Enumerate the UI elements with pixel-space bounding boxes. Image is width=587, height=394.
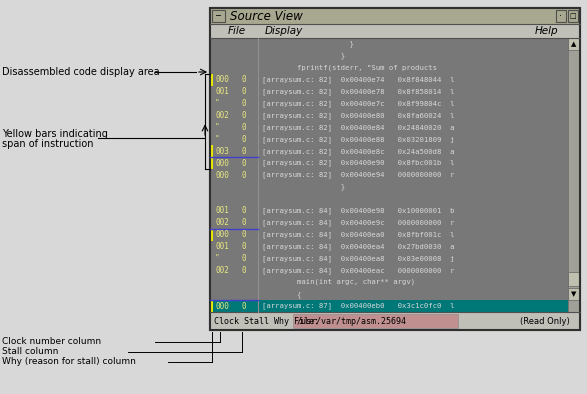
Text: main(int argc, char** argv): main(int argc, char** argv) (262, 279, 415, 286)
Text: 0: 0 (242, 159, 247, 167)
Bar (568, 272, 580, 286)
Text: 0: 0 (242, 87, 247, 96)
Text: [arraysum.c: 84]  0x00400ea0   0x8fbf001c  l: [arraysum.c: 84] 0x00400ea0 0x8fbf001c l (262, 231, 454, 238)
Bar (293, 314, 458, 328)
Bar (210, 38, 568, 312)
Text: Stall column: Stall column (2, 348, 58, 357)
Text: 0: 0 (242, 254, 247, 263)
Bar (210, 229, 213, 240)
Text: [arraysum.c: 82]  0x00400e78   0x8f858014  l: [arraysum.c: 82] 0x00400e78 0x8f858014 l (262, 88, 454, 95)
Bar (210, 145, 213, 157)
Text: fprintf(stderr, "Sum of products: fprintf(stderr, "Sum of products (262, 65, 437, 71)
Text: (Read Only): (Read Only) (520, 316, 570, 325)
Bar (210, 300, 568, 312)
Text: 0: 0 (242, 301, 247, 310)
Text: {: { (262, 291, 301, 297)
Text: [arraysum.c: 82]  0x00400e74   0x8f848044  l: [arraysum.c: 82] 0x00400e74 0x8f848044 l (262, 76, 454, 83)
Text: [arraysum.c: 87]  0x00400eb0   0x3c1c0fc0  l: [arraysum.c: 87] 0x00400eb0 0x3c1c0fc0 l (262, 303, 454, 309)
Text: [arraysum.c: 82]  0x00400e7c   0x8f99804c  l: [arraysum.c: 82] 0x00400e7c 0x8f99804c l (262, 100, 454, 107)
Text: Why (reason for stall) column: Why (reason for stall) column (2, 357, 136, 366)
Bar (210, 24, 580, 38)
Text: 0: 0 (242, 147, 247, 156)
Text: ▲: ▲ (571, 41, 576, 47)
Text: ": " (215, 123, 220, 132)
Text: 002: 002 (215, 266, 229, 275)
Text: 0: 0 (242, 135, 247, 144)
Text: span of instruction: span of instruction (2, 139, 93, 149)
Text: 000: 000 (215, 75, 229, 84)
Bar (568, 38, 580, 312)
Text: [arraysum.c: 82]  0x00400e84   0x24840020  a: [arraysum.c: 82] 0x00400e84 0x24840020 a (262, 124, 454, 131)
Text: 002: 002 (215, 111, 229, 120)
Text: 000: 000 (215, 230, 229, 239)
Text: 0: 0 (242, 75, 247, 84)
Text: 000: 000 (215, 301, 229, 310)
Text: 0: 0 (242, 242, 247, 251)
Bar (568, 288, 580, 300)
Text: [arraysum.c: 84]  0x00400e9c   0000000000  r: [arraysum.c: 84] 0x00400e9c 0000000000 r (262, 219, 454, 226)
Bar (210, 8, 580, 330)
Text: 001: 001 (215, 87, 229, 96)
Text: [arraysum.c: 82]  0x00400e80   0x8fa60024  l: [arraysum.c: 82] 0x00400e80 0x8fa60024 l (262, 112, 454, 119)
Text: [arraysum.c: 84]  0x00400eac   0000000000  r: [arraysum.c: 84] 0x00400eac 0000000000 r (262, 267, 454, 274)
Text: 0: 0 (242, 111, 247, 120)
Text: 0: 0 (242, 123, 247, 132)
Text: 0: 0 (242, 206, 247, 215)
Bar (210, 74, 213, 85)
Text: ": " (215, 254, 220, 263)
Text: [arraysum.c: 82]  0x00400e88   0x03201809  j: [arraysum.c: 82] 0x00400e88 0x03201809 j (262, 136, 454, 143)
Bar (210, 8, 580, 330)
Bar (210, 312, 580, 330)
Text: [arraysum.c: 84]  0x00400ea8   0x03e00008  j: [arraysum.c: 84] 0x00400ea8 0x03e00008 j (262, 255, 454, 262)
Text: ": " (215, 135, 220, 144)
Text: —: — (216, 11, 221, 20)
Text: Yellow bars indicating: Yellow bars indicating (2, 129, 108, 139)
Text: File: File (228, 26, 246, 36)
Text: 0: 0 (242, 99, 247, 108)
Text: 0: 0 (242, 218, 247, 227)
Text: [arraysum.c: 82]  0x00400e90   0x8fbc001b  l: [arraysum.c: 82] 0x00400e90 0x8fbc001b l (262, 160, 454, 166)
Bar (210, 157, 213, 169)
Text: /usr/var/tmp/asm.25694: /usr/var/tmp/asm.25694 (297, 316, 407, 325)
Text: 003: 003 (215, 147, 229, 156)
Bar (210, 300, 213, 312)
Text: ▼: ▼ (571, 291, 576, 297)
Bar (568, 10, 578, 22)
Bar (556, 10, 566, 22)
Text: [arraysum.c: 84]  0x00400e98   0x10000001  b: [arraysum.c: 84] 0x00400e98 0x10000001 b (262, 207, 454, 214)
Text: ·: · (559, 11, 562, 21)
Text: 0: 0 (242, 266, 247, 275)
Bar (568, 38, 580, 50)
Text: Display: Display (265, 26, 303, 36)
Bar (210, 8, 580, 24)
Text: Clock Stall Why File:: Clock Stall Why File: (214, 316, 319, 325)
Text: Disassembled code display area: Disassembled code display area (2, 67, 160, 77)
Text: }: } (262, 41, 354, 47)
Text: [arraysum.c: 82]  0x00400e94   0000000000  r: [arraysum.c: 82] 0x00400e94 0000000000 r (262, 172, 454, 178)
Text: Clock number column: Clock number column (2, 338, 101, 346)
Text: [arraysum.c: 82]  0x00400e8c   0x24a500d8  a: [arraysum.c: 82] 0x00400e8c 0x24a500d8 a (262, 148, 454, 154)
Text: 001: 001 (215, 206, 229, 215)
Text: [arraysum.c: 84]  0x00400ea4   0x27bd0030  a: [arraysum.c: 84] 0x00400ea4 0x27bd0030 a (262, 243, 454, 250)
Text: Source View: Source View (230, 9, 303, 22)
Text: 001: 001 (215, 242, 229, 251)
Text: 0: 0 (242, 230, 247, 239)
Text: ": " (215, 99, 220, 108)
Text: 000: 000 (215, 159, 229, 167)
Text: Help: Help (534, 26, 558, 36)
Text: 0: 0 (242, 171, 247, 180)
Text: 002: 002 (215, 218, 229, 227)
Text: 000: 000 (215, 171, 229, 180)
Bar (212, 10, 225, 22)
Text: }: } (262, 52, 345, 59)
Text: □: □ (570, 13, 576, 19)
Text: }: } (262, 184, 345, 190)
